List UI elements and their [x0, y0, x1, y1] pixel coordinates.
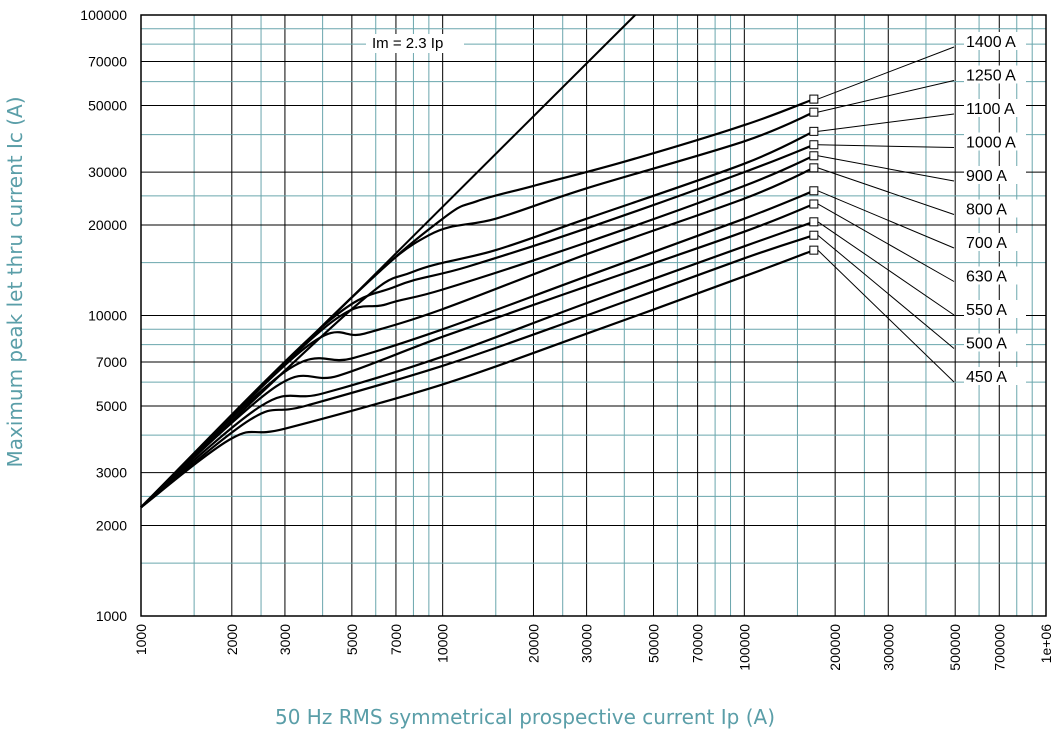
series-group [140, 14, 819, 509]
series-leader-line [817, 190, 955, 249]
y-tick-label: 30000 [88, 164, 127, 180]
series-line [140, 234, 815, 509]
series-label: 1000 A [966, 135, 1016, 152]
x-tick-label: 20000 [525, 624, 541, 663]
y-tick-label: 10000 [88, 308, 127, 324]
series-label-background [964, 333, 1026, 352]
y-tick-label: 7000 [96, 354, 127, 370]
series-line [140, 143, 815, 509]
y-tick-label: 70000 [88, 54, 127, 70]
series-leader-line [817, 113, 955, 132]
reference-line-label: Im = 2.3 Ip [372, 35, 443, 52]
series-leader-line [817, 155, 955, 182]
series-line [140, 202, 815, 509]
y-tick-label: 1000 [96, 608, 127, 624]
series-label-background [964, 300, 1026, 318]
series-label: 1400 A [966, 34, 1016, 51]
y-axis-title: Maximum peak let thru current Ic (A) [3, 97, 27, 468]
series-end-marker [809, 151, 819, 161]
x-tick-label: 50000 [646, 624, 662, 663]
series-leader-line [817, 46, 955, 100]
x-tick-label: 700000 [991, 624, 1007, 671]
series-label: 500 A [966, 336, 1007, 353]
x-tick-label: 200000 [827, 624, 843, 671]
series-leader-line [817, 234, 955, 349]
series-label: 550 A [966, 302, 1007, 319]
series-label: 900 A [966, 168, 1007, 185]
series-label-background [964, 266, 1026, 285]
series-end-marker [809, 107, 819, 117]
series-leader-line [817, 144, 955, 148]
y-tick-label: 20000 [88, 217, 127, 233]
series-leader-line [817, 249, 955, 383]
x-tick-label: 500000 [947, 624, 963, 671]
x-tick-label: 3000 [277, 624, 293, 655]
y-tick-label: 100000 [80, 7, 127, 23]
series-leader-line [817, 167, 955, 215]
series-end-marker [809, 199, 819, 209]
reference-label-background [366, 34, 464, 53]
series-line [140, 154, 815, 509]
series-line [140, 220, 815, 509]
x-tick-label: 30000 [579, 624, 595, 663]
series-label-background [964, 367, 1026, 385]
x-tick-label: 2000 [224, 624, 240, 655]
series-end-marker [809, 126, 819, 136]
x-tick-label: 10000 [435, 624, 451, 663]
series-label: 450 A [966, 369, 1007, 386]
x-tick-label: 300000 [880, 624, 896, 671]
series-end-marker [809, 217, 819, 227]
series-label-background [964, 199, 1026, 218]
series-label: 1250 A [966, 68, 1016, 85]
series-end-marker [809, 140, 819, 150]
grid [140, 15, 1046, 617]
series-label-background [964, 233, 1026, 251]
y-tick-label: 3000 [96, 465, 127, 481]
series-line [140, 130, 815, 509]
series-line [140, 189, 815, 509]
x-tick-label: 1000 [133, 624, 149, 655]
y-tick-label: 5000 [96, 398, 127, 414]
x-tick-label: 7000 [388, 624, 404, 655]
series-label-background [964, 65, 1026, 84]
series-end-marker [809, 230, 819, 240]
series-label-background [964, 99, 1026, 117]
x-tick-label: 5000 [344, 624, 360, 655]
series-labels: 1400 A 1250 A 1100 A 1000 A 900 A 800 A 700 A 6… [817, 32, 1026, 386]
series-leader-line [817, 203, 955, 282]
series-leader-line [817, 80, 955, 113]
series-line [140, 98, 815, 509]
series-line [140, 249, 815, 509]
series-label: 630 A [966, 269, 1007, 286]
y-tick-label: 50000 [88, 97, 127, 113]
series-label: 1100 A [966, 101, 1015, 118]
axis-ticks: 1000 2000 3000 5000 7000 10000 20000 30000 50000… [80, 7, 1054, 671]
series-label-background [964, 32, 1026, 50]
plot-frame [140, 14, 1047, 617]
series-line [140, 166, 815, 509]
x-tick-label: 1e+06 [1038, 624, 1054, 664]
series-end-marker [809, 245, 819, 255]
x-tick-label: 100000 [736, 624, 752, 671]
series-end-marker [809, 163, 819, 173]
series-end-marker [809, 94, 819, 104]
x-tick-label: 70000 [690, 624, 706, 663]
series-end-marker [809, 186, 819, 196]
series-label: 700 A [966, 235, 1007, 252]
y-tick-label: 2000 [96, 518, 127, 534]
series-label: 800 A [966, 202, 1007, 219]
series-leader-line [817, 221, 955, 316]
series-label-background [964, 166, 1026, 184]
x-axis-title: 50 Hz RMS symmetrical prospective curren… [275, 705, 775, 729]
series-label-background [964, 132, 1026, 151]
